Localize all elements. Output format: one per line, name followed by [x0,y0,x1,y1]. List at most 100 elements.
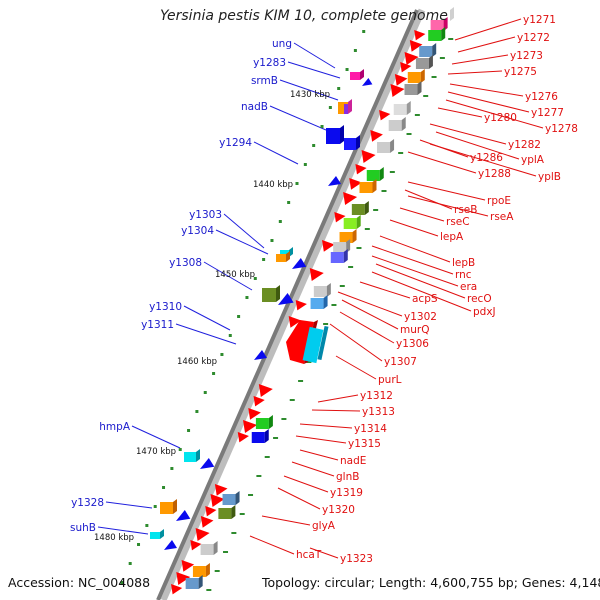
right-gene-box-side [323,295,328,309]
red-gene-arrow [349,178,362,190]
callout-line-lepa [389,219,439,237]
kbp-label-1430-kbp: 1430 kbp [290,90,330,100]
hmpA-feature-side [196,449,200,462]
gene-label-nadb: nadB [241,101,268,113]
callout-line-purl [335,355,377,380]
gene-label-murq: murQ [400,324,429,336]
genome-backbone [156,9,419,600]
hmpA-arrow [200,458,215,469]
hmpA-feature [184,452,196,462]
callout-line-murq [341,299,399,330]
right-gene-box [428,30,442,41]
left-tick-mark [212,372,216,375]
right-gene-box-side [401,117,406,131]
callout-line-y1315 [295,435,347,444]
gene-label-y1310: y1310 [149,301,182,313]
callout-line-y1311 [175,323,237,345]
red-gene-arrow [355,164,367,175]
right-tick-mark [206,589,212,591]
callout-line-srmb [279,79,339,101]
right-gene-box [437,10,450,21]
right-tick-mark [323,323,329,325]
callout-line-y1272 [457,36,516,53]
red-gene-arrow [200,516,214,528]
callout-line-rnc [371,245,454,275]
y1328-feature [160,502,173,514]
red-gene-arrow [205,506,217,517]
backbone-shadow [159,8,426,600]
left-tick-mark [295,182,299,185]
left-tick-mark [328,106,332,109]
right-gene-box [251,432,265,443]
left-tick-mark [320,125,324,128]
right-gene-box-side [352,229,357,243]
callout-line-era [371,255,459,287]
callout-line-y1275 [447,70,503,75]
left-tick-mark [278,220,282,223]
gene-label-suhb: suhB [70,522,96,534]
right-tick-mark [348,266,354,268]
right-gene-box-side [326,283,331,297]
gene-label-y1276: y1276 [525,91,558,103]
gene-label-y1277: y1277 [531,107,564,119]
left-tick-mark [245,296,249,299]
right-gene-box [343,218,357,229]
right-tick-mark [423,95,429,97]
gene-label-purl: purL [378,374,402,386]
gene-label-rnc: rnc [455,269,472,281]
gene-label-y1278: y1278 [545,123,578,135]
right-gene-box [222,494,236,505]
red-gene-arrow [181,560,195,572]
right-gene-box [430,20,444,31]
srmB-stripe [344,104,348,114]
red-gene-arrow [390,84,405,97]
gene-label-y1280: y1280 [484,112,517,124]
gene-label-reco: recO [467,293,492,305]
gene-label-y1314: y1314 [354,423,387,435]
callout-line-y1328 [105,501,153,509]
ung-feature [350,72,360,80]
right-tick-mark [331,304,337,306]
callout-lines [97,18,544,559]
ung-feature-side [360,69,364,80]
callout-line-y1271 [454,18,522,41]
y1308-arrow [278,293,294,305]
gene-labels: ung y1283 srmB nadB y1294 y1303 y1304 y1308 y131… [70,14,578,565]
right-gene-box-side [417,81,422,95]
gene-label-y1288: y1288 [478,168,511,180]
y1328-feature-side [173,499,177,514]
callout-line-y1314 [299,423,353,429]
callout-line-y1306 [339,311,395,344]
red-gene-arrow [309,268,324,281]
kbp-label-1450-kbp: 1450 kbp [215,270,255,280]
red-gene-arrow [190,540,202,551]
red-gene-arrow [295,300,307,311]
nadB-feature-side [340,125,344,144]
right-gene-box-side [264,429,269,443]
red-gene-arrow [414,30,426,41]
gene-label-y1306: y1306 [396,338,429,350]
right-gene-box-side [364,201,369,215]
suhB-arrow [164,540,177,550]
right-gene-box-side [450,7,454,21]
genome-title: Yersinia pestis KIM 10, complete genome [160,8,448,24]
gene-label-pdxj: pdxJ [473,306,496,318]
red-gene-arrow [379,110,391,121]
callout-line-nade [299,449,339,461]
right-tick-mark [281,418,287,420]
gene-label-y1328: y1328 [71,497,104,509]
right-gene-box [255,418,269,429]
callout-line-y1288 [407,151,477,174]
right-tick-mark [364,228,370,230]
callout-line-y1303 [223,213,265,249]
y1304-feature [276,254,286,262]
purL-cyan-side [317,325,329,361]
gene-label-y1286: y1286 [470,152,503,164]
y1294-feature [328,176,341,186]
red-gene-arrow [210,494,225,507]
gene-label-y1302: y1302 [404,311,437,323]
callout-line-reco [375,263,466,299]
gene-label-acps: acpS [412,293,438,305]
red-gene-arrow [343,192,358,205]
left-tick-mark [312,144,316,147]
